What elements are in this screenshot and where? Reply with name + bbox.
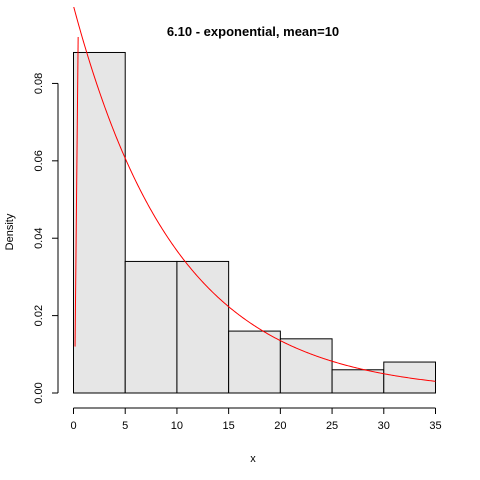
y-tick-label: 0.00 [33,382,45,403]
x-tick-label: 25 [326,420,338,432]
x-tick-label: 0 [70,420,76,432]
histogram-bar-5 [331,369,385,394]
histogram-bar-1 [124,260,178,394]
y-tick-label: 0.06 [33,150,45,171]
histogram-bar-4 [279,338,333,394]
histogram-bar-3 [228,330,281,394]
y-tick-label: 0.08 [33,73,45,94]
histogram-bar-2 [176,260,230,394]
y-tick-label: 0.02 [33,305,45,326]
y-tick-label: 0.04 [33,228,45,249]
x-tick-label: 15 [223,420,235,432]
histogram-bar-0 [73,51,126,394]
x-tick-label: 10 [171,420,183,432]
y-axis: 0.00 0.02 0.04 0.06 0.08 [33,73,59,404]
x-tick-label: 20 [274,420,286,432]
chart-title: 6.10 - exponential, mean=10 [167,24,339,39]
x-axis-label: x [250,453,256,465]
density-curve [73,7,436,382]
x-tick-label: 5 [122,420,128,432]
bars-group [73,51,436,394]
curve-group [73,7,436,382]
y-axis-label: Density [4,213,16,250]
x-axis: 0 5 10 15 20 25 30 35 [70,407,442,432]
density-curve-rise [74,36,79,347]
x-tick-label: 30 [378,420,390,432]
x-tick-label: 35 [429,420,441,432]
